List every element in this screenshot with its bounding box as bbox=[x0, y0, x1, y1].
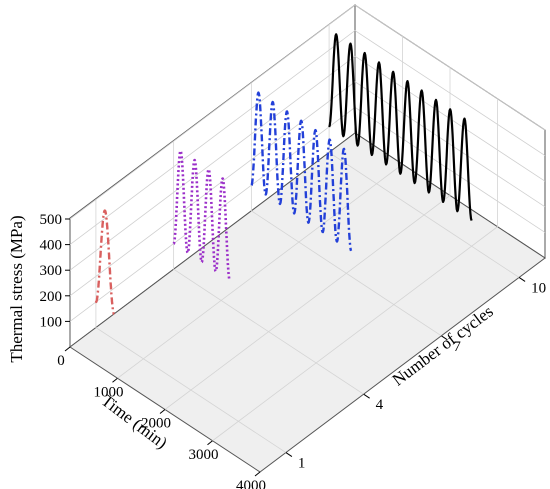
x-tick-label: 0 bbox=[57, 353, 65, 369]
y-tick-label: 7 bbox=[453, 339, 461, 355]
series-line-4-cycles bbox=[172, 149, 231, 282]
gridline-y bbox=[250, 82, 442, 337]
y-tick-label: 10 bbox=[531, 280, 546, 296]
x-tick-label: 4000 bbox=[236, 478, 266, 489]
x-tick-label: 2000 bbox=[141, 416, 171, 432]
y-tick bbox=[441, 335, 448, 341]
gridline-z bbox=[69, 81, 546, 297]
series-group bbox=[94, 33, 473, 315]
series-line-1-cycles bbox=[94, 209, 116, 315]
gridline-y bbox=[173, 141, 364, 395]
gridline-z bbox=[69, 4, 546, 220]
gridline-x bbox=[212, 98, 498, 442]
z-axis-title: Thermal stress (MPa) bbox=[7, 215, 26, 362]
x-tick bbox=[159, 409, 166, 414]
z-tick-label: 500 bbox=[40, 212, 63, 228]
gridline-z bbox=[69, 55, 546, 271]
y-tick-label: 1 bbox=[298, 456, 306, 472]
z-tick-label: 100 bbox=[40, 314, 63, 330]
gridline-y bbox=[328, 24, 520, 278]
x-tick bbox=[112, 377, 118, 383]
x-tick bbox=[254, 471, 261, 477]
y-tick bbox=[518, 277, 526, 282]
y-tick bbox=[363, 393, 370, 399]
y-tick bbox=[285, 452, 293, 457]
y-tick-label: 4 bbox=[376, 397, 384, 413]
gridline-y bbox=[95, 199, 287, 453]
z-tick-label: 200 bbox=[40, 289, 63, 305]
x-tick-label: 3000 bbox=[189, 447, 219, 463]
z-tick-label: 400 bbox=[40, 238, 63, 254]
labels-group: 100 200 300 400 500 0 1000 2000 3000 4000 1 4 7 10 bbox=[40, 212, 547, 489]
gridline-z bbox=[69, 30, 546, 245]
z-tick-label: 300 bbox=[40, 263, 63, 279]
series-line-7-cycles bbox=[250, 91, 353, 252]
x-tick bbox=[207, 440, 213, 446]
ticks-group bbox=[64, 218, 526, 477]
x-tick bbox=[64, 346, 71, 352]
series-line-10-cycles bbox=[328, 33, 473, 221]
x-tick-label: 1000 bbox=[94, 384, 124, 400]
